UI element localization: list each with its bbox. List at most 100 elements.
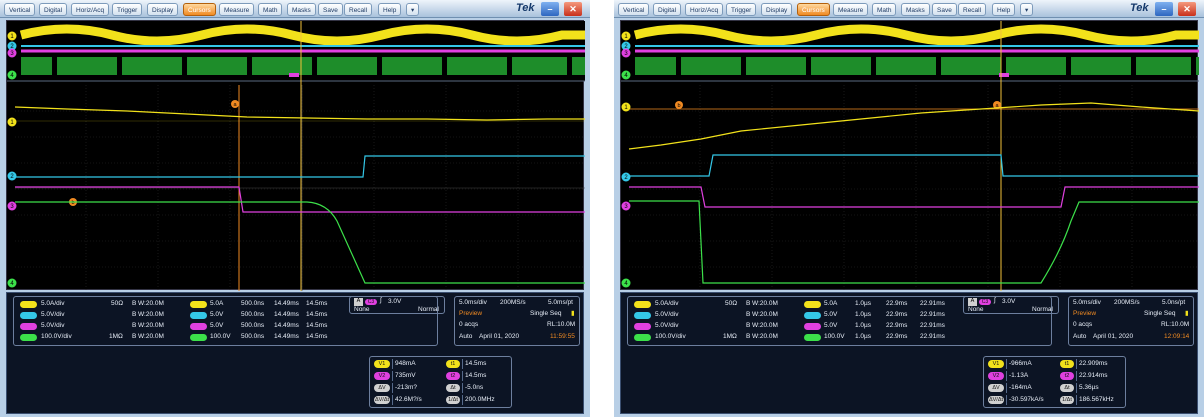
svg-text:1: 1: [624, 105, 628, 111]
menu-measure[interactable]: Measure: [219, 3, 255, 16]
status-panel: 5.0A/div 50Ω B W:20.0M 5.0A 1.0µs 22.9ms …: [620, 292, 1198, 414]
svg-text:1: 1: [624, 34, 628, 40]
menu-bar: Vertical Digital Horiz/Acq Trigger Displ…: [614, 0, 1204, 18]
svg-text:a: a: [233, 102, 237, 108]
menu-cursors[interactable]: Cursors: [797, 3, 830, 16]
channel-row-3[interactable]: 5.0V/div B W:20.0M 5.0V 1.0µs 22.9ms 22.9…: [628, 321, 1051, 331]
menu-recall[interactable]: Recall: [958, 3, 987, 16]
menu-horiz-acq[interactable]: Horiz/Acq: [685, 3, 724, 16]
tek-logo: Tek: [516, 2, 535, 14]
menu-cursors[interactable]: Cursors: [183, 3, 216, 16]
ch4-trace: [629, 200, 1199, 284]
acquisition-settings[interactable]: 5.0ms/div 200MS/s 5.0ms/pt Preview Singl…: [454, 296, 580, 346]
minimize-button[interactable]: –: [541, 2, 559, 16]
rising-edge-icon: ∫: [380, 297, 382, 304]
channel-row-4[interactable]: 100.0V/div 1MΩ B W:20.0M 100.0V 1.0µs 22.…: [628, 332, 1051, 342]
menu-help[interactable]: Help: [992, 3, 1016, 16]
scope-window-left: Vertical Digital Horiz/Acq Trigger Displ…: [0, 0, 590, 417]
trigger-a-icon: A: [354, 298, 363, 306]
menu-more[interactable]: ▾: [406, 3, 420, 16]
menu-save[interactable]: Save: [932, 3, 957, 16]
waveform-display[interactable]: 1 2 3 4 b a 1 2 3 4: [620, 20, 1199, 291]
channel-row-1[interactable]: 5.0A/div 50Ω B W:20.0M 5.0A 500.0ns 14.49…: [14, 299, 437, 309]
ch2-badge: [20, 311, 37, 319]
menu-digital[interactable]: Digital: [39, 3, 68, 16]
ch2-badge: [634, 311, 651, 319]
ch3-trace: [15, 186, 585, 213]
ch2-trace: [629, 154, 1199, 177]
svg-text:1: 1: [10, 34, 14, 40]
ch3-badge: [20, 322, 37, 330]
svg-text:b: b: [677, 103, 680, 109]
cursor-readout[interactable]: V1 -966mA V2 -1.13A ΔV -164mA ΔV/Δt -30.…: [983, 356, 1126, 408]
menu-digital[interactable]: Digital: [653, 3, 682, 16]
ch2-trace: [15, 155, 585, 178]
status-panel: 5.0A/div 50Ω B W:20.0M 5.0A 500.0ns 14.49…: [6, 292, 584, 414]
scope-window-right: Vertical Digital Horiz/Acq Trigger Displ…: [614, 0, 1204, 417]
menu-vertical[interactable]: Vertical: [4, 3, 36, 16]
svg-text:1: 1: [10, 120, 14, 126]
menu-trigger[interactable]: Trigger: [726, 3, 757, 16]
overview-ch1-trace: [633, 24, 1199, 46]
tek-logo: Tek: [1130, 2, 1149, 14]
menu-display[interactable]: Display: [147, 3, 179, 16]
ch4-badge: [634, 333, 651, 341]
ch4-badge: [20, 333, 37, 341]
svg-text:4: 4: [624, 281, 628, 287]
trigger-settings[interactable]: A C3 ∫ 3.0V None Normal: [963, 296, 1059, 314]
close-button[interactable]: ✕: [564, 2, 582, 16]
svg-text:3: 3: [10, 204, 14, 210]
acquisition-settings[interactable]: 5.0ms/div 200MS/s 5.0ns/pt Preview Singl…: [1068, 296, 1194, 346]
menu-bar: Vertical Digital Horiz/Acq Trigger Displ…: [0, 0, 590, 18]
channel-row-2[interactable]: 5.0V/div B W:20.0M 5.0V 500.0ns 14.49ms 1…: [14, 310, 437, 320]
waveform-display[interactable]: 1 2 3 4 a b 1: [6, 20, 585, 291]
menu-vertical[interactable]: Vertical: [618, 3, 650, 16]
menu-measure[interactable]: Measure: [833, 3, 869, 16]
menu-math[interactable]: Math: [258, 3, 283, 16]
svg-text:2: 2: [10, 44, 14, 50]
svg-text:4: 4: [624, 73, 628, 79]
ch3-trace: [629, 186, 1199, 208]
ch1-trace: [628, 102, 1199, 150]
rising-edge-icon: ∫: [994, 297, 996, 304]
menu-math[interactable]: Math: [872, 3, 897, 16]
menu-horiz-acq[interactable]: Horiz/Acq: [71, 3, 110, 16]
channel-row-3[interactable]: 5.0V/div B W:20.0M 5.0V 500.0ns 14.49ms 1…: [14, 321, 437, 331]
trigger-a-icon: A: [968, 298, 977, 306]
close-button[interactable]: ✕: [1178, 2, 1196, 16]
menu-help[interactable]: Help: [378, 3, 402, 16]
trigger-settings[interactable]: A C3 ∫ 3.0V None Normal: [349, 296, 445, 314]
svg-text:2: 2: [624, 175, 628, 181]
svg-text:3: 3: [624, 51, 628, 57]
svg-text:2: 2: [10, 174, 14, 180]
svg-text:2: 2: [624, 44, 628, 50]
menu-save[interactable]: Save: [318, 3, 343, 16]
ch1-badge: [20, 300, 37, 308]
svg-text:b: b: [71, 200, 74, 206]
ch1-trace: [14, 106, 585, 121]
acq-indicator-icon: ▮: [571, 310, 575, 317]
svg-text:3: 3: [624, 204, 628, 210]
menu-display[interactable]: Display: [761, 3, 793, 16]
channel-row-2[interactable]: 5.0V/div B W:20.0M 5.0V 1.0µs 22.9ms 22.9…: [628, 310, 1051, 320]
svg-text:3: 3: [10, 51, 14, 57]
waveform-svg: 1 2 3 4 b a 1 2 3 4: [621, 21, 1199, 291]
menu-trigger[interactable]: Trigger: [112, 3, 143, 16]
channel-row-1[interactable]: 5.0A/div 50Ω B W:20.0M 5.0A 1.0µs 22.9ms …: [628, 299, 1051, 309]
ch3-badge: [634, 322, 651, 330]
menu-more[interactable]: ▾: [1020, 3, 1034, 16]
svg-text:4: 4: [10, 281, 14, 287]
channel-row-4[interactable]: 100.0V/div 1MΩ B W:20.0M 100.0V 500.0ns 1…: [14, 332, 437, 342]
minimize-button[interactable]: –: [1155, 2, 1173, 16]
waveform-svg: 1 2 3 4 a b 1: [7, 21, 585, 291]
menu-masks[interactable]: Masks: [901, 3, 930, 16]
svg-text:4: 4: [10, 73, 14, 79]
svg-text:a: a: [995, 103, 999, 109]
ch1-badge: [634, 300, 651, 308]
overview-ch1-trace: [19, 24, 585, 46]
cursor-readout[interactable]: V1 948mA V2 735mV ΔV -213m? ΔV/Δt 42.6M?…: [369, 356, 512, 408]
acq-indicator-icon: ▮: [1185, 310, 1189, 317]
ch4-trace: [15, 201, 585, 284]
menu-masks[interactable]: Masks: [287, 3, 316, 16]
menu-recall[interactable]: Recall: [344, 3, 373, 16]
